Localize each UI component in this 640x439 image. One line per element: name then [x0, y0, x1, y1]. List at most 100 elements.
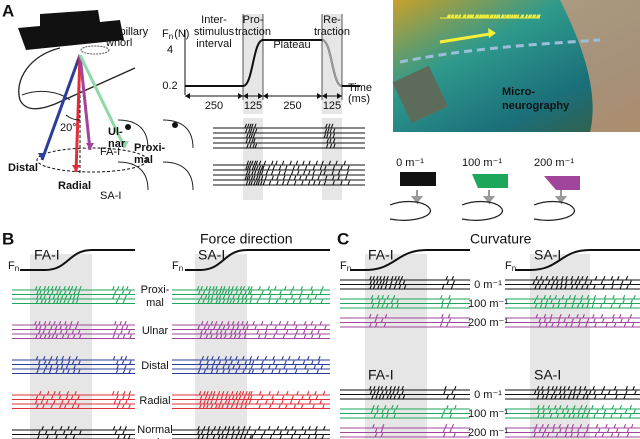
spikes — [369, 322, 449, 328]
force-vector — [78, 54, 127, 149]
spikes — [536, 394, 626, 400]
curvature-label: 100 m⁻¹ — [462, 157, 502, 169]
photo-electrode — [392, 65, 448, 124]
phase-label: Inter- — [201, 14, 227, 26]
spikes — [535, 294, 636, 300]
spikes — [369, 275, 455, 281]
fn-subscript: n — [169, 32, 173, 41]
spikes — [199, 364, 324, 370]
curvature-label: 200 m⁻¹ — [468, 317, 508, 329]
phase-label: stimulus — [194, 26, 235, 38]
whorl-label: whorl — [105, 37, 132, 49]
curvature-label: 200 m⁻¹ — [468, 427, 508, 439]
spikes — [535, 313, 633, 319]
spikes — [537, 413, 632, 419]
spikes — [534, 303, 633, 309]
spikes — [38, 430, 125, 435]
spikes — [244, 175, 348, 181]
phase-shading — [322, 118, 342, 200]
panel-label: A — [2, 1, 14, 20]
direction-label: Proxi- — [134, 142, 166, 154]
unit-label: SA-I — [534, 367, 561, 383]
receptor-icon — [172, 122, 178, 128]
force-curve — [20, 249, 135, 271]
spikes — [372, 423, 455, 429]
spikes — [199, 360, 321, 365]
angle-label: 20° — [60, 122, 77, 134]
spikes — [374, 428, 452, 433]
fn-symbol: F — [505, 260, 512, 272]
spikes — [34, 320, 127, 326]
spikes — [196, 285, 324, 291]
spikes — [38, 390, 132, 396]
spikes — [197, 369, 319, 374]
whorl-label: Papillary — [106, 26, 149, 38]
spikes — [447, 14, 540, 19]
spikes — [368, 385, 457, 391]
spikes — [197, 425, 326, 431]
spikes — [537, 404, 633, 410]
probe-arrow — [554, 190, 568, 205]
photo-label: neurography — [502, 100, 570, 112]
spikes — [245, 180, 351, 186]
spikes — [200, 320, 323, 326]
duration-label: 250 — [283, 100, 301, 112]
spikes — [538, 322, 635, 328]
spikes — [200, 294, 318, 300]
force-vector — [74, 54, 82, 173]
force-curve — [515, 249, 640, 271]
curvature-label: 0 m⁻¹ — [474, 389, 502, 401]
spikes — [244, 123, 334, 129]
spikes — [200, 329, 320, 335]
condition-label: mal — [146, 297, 164, 309]
panel-label: C — [337, 229, 349, 248]
time-label: (ms) — [348, 93, 370, 105]
arrow-head — [243, 93, 263, 99]
spikes — [372, 404, 457, 410]
angle-arc — [65, 114, 81, 121]
spikes — [535, 423, 634, 429]
spikes — [245, 133, 336, 139]
direction-label: Ul- — [108, 126, 123, 138]
phase-label: Pro- — [243, 14, 264, 26]
spikes — [536, 385, 635, 391]
phase-label: traction — [235, 26, 271, 38]
finger-icon — [117, 161, 194, 191]
curvature-label: 0 m⁻¹ — [474, 279, 502, 291]
spikes — [245, 170, 349, 176]
curvature-label: 0 m⁻¹ — [396, 157, 424, 169]
spikes — [35, 334, 132, 339]
arrow-head — [488, 28, 496, 38]
spikes — [197, 299, 324, 304]
spikes — [246, 143, 336, 149]
photo-finger-line — [399, 38, 601, 64]
unit-label: FA-I — [368, 367, 394, 383]
spikes — [197, 430, 317, 435]
spikes — [535, 275, 629, 281]
spikes — [371, 394, 456, 400]
spikes — [245, 138, 336, 144]
spikes — [370, 294, 451, 300]
spikes — [38, 329, 131, 335]
fn-subscript: n — [512, 264, 516, 273]
spikes — [37, 434, 131, 439]
spikes — [35, 355, 128, 361]
whorl — [80, 45, 110, 55]
spikes — [534, 284, 629, 290]
tick-label: 0.2 — [162, 80, 177, 92]
condition-label: Distal — [141, 360, 169, 372]
curvature-probe — [544, 176, 580, 190]
spikes — [368, 313, 451, 319]
arrow-head — [121, 141, 129, 148]
curvature-label: 100 m⁻¹ — [468, 408, 508, 420]
spikes — [369, 284, 454, 290]
fn-label: Fn — [505, 260, 516, 273]
condition-label: Ulnar — [142, 325, 169, 337]
fn-label: Fn(N) — [162, 28, 189, 41]
spikes — [35, 395, 131, 400]
phase-shading — [195, 254, 247, 439]
spikes — [533, 299, 633, 304]
spikes — [245, 165, 350, 171]
spikes — [374, 432, 456, 438]
